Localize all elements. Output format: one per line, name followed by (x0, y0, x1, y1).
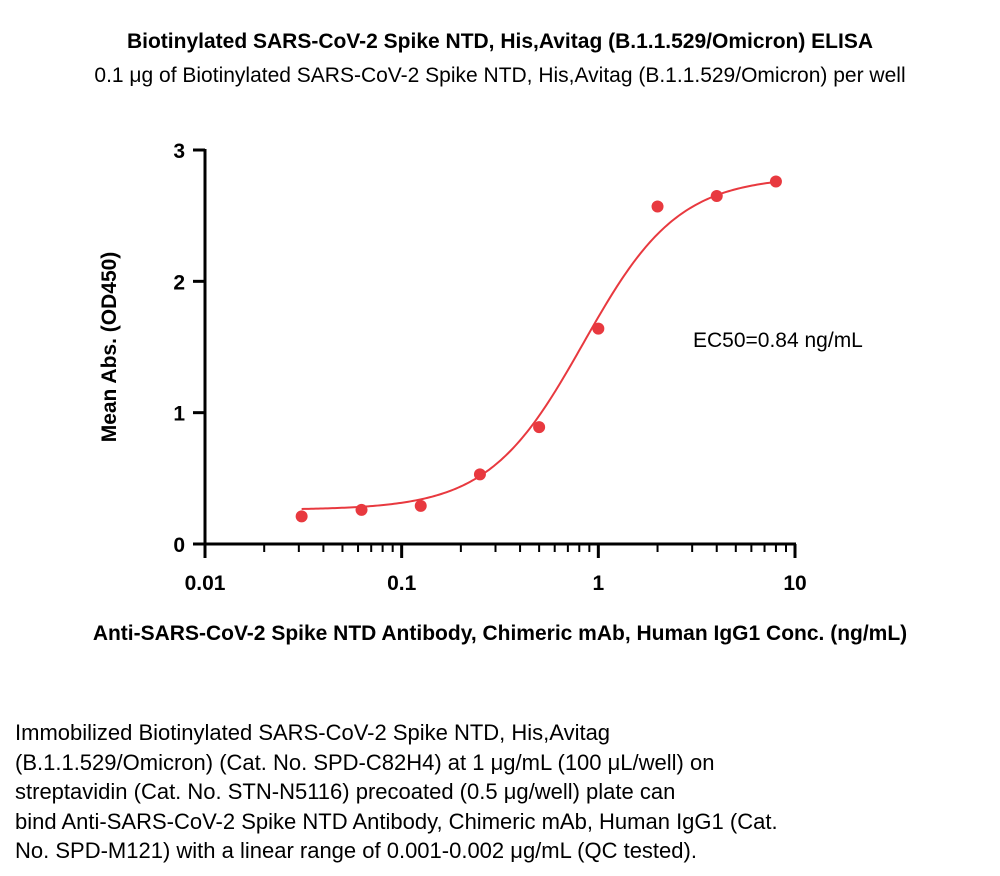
data-point (473, 468, 486, 481)
caption-line: streptavidin (Cat. No. STN-N5116) precoa… (15, 779, 676, 804)
x-tick-label: 10 (783, 572, 806, 595)
chart-labels: Mean Abs. (OD450) Anti-SARS-CoV-2 Spike N… (93, 252, 907, 645)
fit-curve (301, 180, 777, 510)
y-axis-label: Mean Abs. (OD450) (98, 252, 121, 443)
caption-line: Immobilized Biotinylated SARS-CoV-2 Spik… (15, 720, 611, 745)
x-axis-label: Anti-SARS-CoV-2 Spike NTD Antibody, Chim… (93, 622, 907, 645)
data-point (651, 200, 664, 213)
data-point (295, 510, 308, 523)
data-point (355, 503, 368, 516)
y-tick-label: 3 (173, 140, 185, 163)
x-tick-label: 1 (592, 572, 604, 595)
y-tick-label: 2 (173, 271, 185, 294)
caption-line: No. SPD-M121) with a linear range of 0.0… (15, 838, 697, 863)
figure-caption: Immobilized Biotinylated SARS-CoV-2 Spik… (15, 718, 975, 866)
ec50-annotation: EC50=0.84 ng/mL (693, 329, 863, 352)
y-tick-label: 0 (173, 534, 185, 557)
x-tick-label: 0.01 (185, 572, 226, 595)
y-tick-label: 1 (173, 403, 185, 426)
chart-title: Biotinylated SARS-CoV-2 Spike NTD, His,A… (126, 30, 874, 53)
x-tick-label: 0.1 (387, 572, 417, 595)
data-point (414, 499, 427, 512)
caption-line: bind Anti-SARS-CoV-2 Spike NTD Antibody,… (15, 808, 778, 834)
fit-curve-group (301, 180, 777, 510)
ticks: 0 1 2 3 0.01 0.1 1 10 (173, 140, 806, 595)
elisa-chart: 0 1 2 3 0.01 0.1 1 10 Mean Abs. (OD450) Anti-SAR… (93, 140, 907, 645)
data-points (295, 175, 782, 523)
data-point (533, 421, 546, 434)
chart-subtitle: 0.1 μg of Biotinylated SARS-CoV-2 Spike … (94, 64, 906, 87)
data-point (592, 322, 605, 335)
data-point (710, 189, 723, 202)
axes (203, 149, 796, 546)
caption-line: (B.1.1.529/Omicron) (Cat. No. SPD-C82H4)… (15, 749, 715, 775)
data-point (769, 175, 782, 188)
